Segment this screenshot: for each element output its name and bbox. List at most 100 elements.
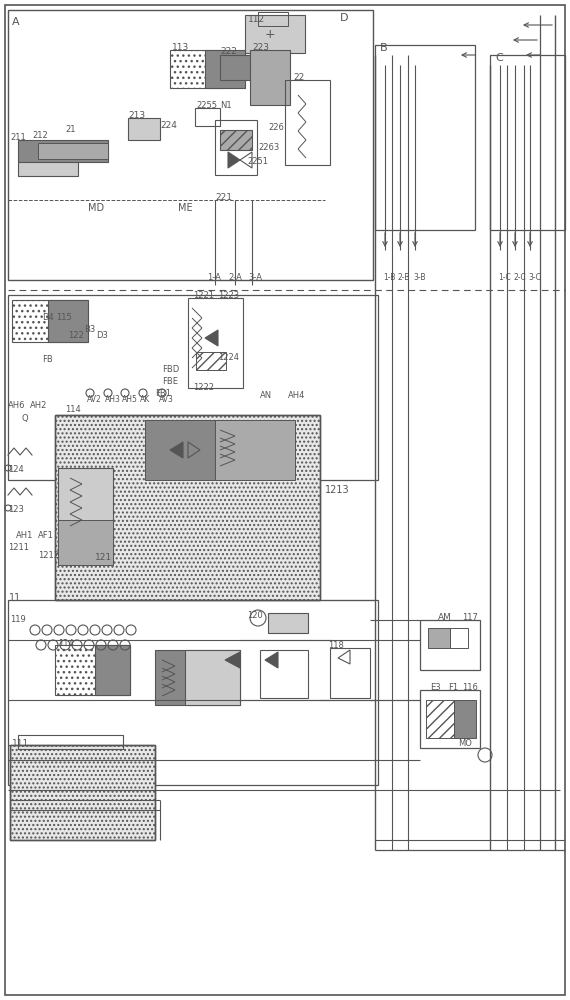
Bar xyxy=(58,520,113,565)
Text: AH2: AH2 xyxy=(30,400,47,410)
Text: 119: 119 xyxy=(10,615,26,624)
Bar xyxy=(10,745,155,840)
Bar xyxy=(8,10,373,280)
Text: 1-A: 1-A xyxy=(207,273,221,282)
Text: ME: ME xyxy=(178,203,193,213)
Text: 120: 120 xyxy=(247,611,263,620)
Bar xyxy=(420,620,480,670)
Text: AV2: AV2 xyxy=(87,395,102,404)
Bar xyxy=(18,140,108,162)
Bar xyxy=(268,613,308,633)
Text: 212: 212 xyxy=(32,130,48,139)
Text: AH1: AH1 xyxy=(16,530,34,540)
Text: 222: 222 xyxy=(220,47,237,56)
Bar xyxy=(426,700,454,738)
Bar xyxy=(8,600,378,785)
Text: 123: 123 xyxy=(8,506,24,514)
Text: AV3: AV3 xyxy=(159,395,174,404)
Text: AH4: AH4 xyxy=(288,390,306,399)
Bar xyxy=(245,15,305,53)
Text: 117: 117 xyxy=(462,613,478,622)
Text: 2-B: 2-B xyxy=(398,273,410,282)
Text: +: + xyxy=(265,28,276,41)
Text: 3-A: 3-A xyxy=(248,273,262,282)
Text: AK: AK xyxy=(140,395,150,404)
Text: B3: B3 xyxy=(84,326,95,334)
Text: 21: 21 xyxy=(65,125,75,134)
Text: 113: 113 xyxy=(172,43,189,52)
Text: AH3: AH3 xyxy=(105,395,121,404)
Text: 118: 118 xyxy=(328,642,344,650)
Bar xyxy=(185,650,240,705)
Text: 1224: 1224 xyxy=(218,354,239,362)
Bar xyxy=(285,80,330,165)
Polygon shape xyxy=(265,652,278,668)
Text: AH5: AH5 xyxy=(122,395,138,404)
Bar xyxy=(220,55,258,80)
Text: 114: 114 xyxy=(65,406,81,414)
Bar xyxy=(128,118,160,140)
Bar xyxy=(18,735,123,749)
Bar xyxy=(55,645,130,695)
Bar xyxy=(58,468,113,563)
Bar xyxy=(205,50,245,88)
Text: 122: 122 xyxy=(68,330,84,340)
Text: 211: 211 xyxy=(10,133,26,142)
Bar xyxy=(8,295,378,480)
Bar xyxy=(38,143,108,159)
Text: FB1: FB1 xyxy=(155,388,171,397)
Bar xyxy=(10,745,155,840)
Polygon shape xyxy=(225,652,240,668)
Text: 224: 224 xyxy=(160,120,177,129)
Text: AF1: AF1 xyxy=(38,530,54,540)
Text: 213: 213 xyxy=(128,110,145,119)
Text: 112: 112 xyxy=(248,15,265,24)
Bar xyxy=(48,300,88,342)
Text: 221: 221 xyxy=(215,194,232,202)
Text: F1: F1 xyxy=(448,684,458,692)
Text: 223: 223 xyxy=(252,43,269,52)
Text: N1: N1 xyxy=(220,102,231,110)
Polygon shape xyxy=(170,442,183,458)
Text: AN: AN xyxy=(260,390,272,399)
Bar xyxy=(18,162,78,176)
Text: C: C xyxy=(495,53,503,63)
Text: 1-C: 1-C xyxy=(498,273,511,282)
Bar xyxy=(330,648,370,698)
Bar xyxy=(95,645,130,695)
Bar xyxy=(215,120,257,175)
Text: 124: 124 xyxy=(8,466,24,475)
Text: E3: E3 xyxy=(430,684,441,692)
Bar xyxy=(215,420,295,480)
Bar xyxy=(188,298,243,388)
Text: 115: 115 xyxy=(56,314,72,322)
Text: FBD: FBD xyxy=(162,365,179,374)
Text: A: A xyxy=(12,17,19,27)
Text: 116: 116 xyxy=(462,684,478,692)
Bar xyxy=(196,352,226,370)
Text: AH6: AH6 xyxy=(8,400,26,410)
Text: 226: 226 xyxy=(268,123,284,132)
Bar xyxy=(258,12,288,26)
Text: 1222: 1222 xyxy=(193,383,214,392)
Bar xyxy=(375,45,475,230)
Bar xyxy=(12,300,87,342)
Text: D4: D4 xyxy=(42,314,54,322)
Text: MO: MO xyxy=(458,738,472,748)
Text: 2251: 2251 xyxy=(247,157,268,166)
Text: 1212: 1212 xyxy=(38,550,59,560)
Text: AM: AM xyxy=(438,613,452,622)
Text: 2255: 2255 xyxy=(196,102,217,110)
Text: B: B xyxy=(380,43,388,53)
Text: D3: D3 xyxy=(96,330,108,340)
Bar xyxy=(55,415,320,600)
Text: D: D xyxy=(340,13,348,23)
Text: FB: FB xyxy=(42,356,53,364)
Bar xyxy=(420,690,480,748)
Text: 22: 22 xyxy=(293,74,304,83)
Bar xyxy=(260,650,308,698)
Bar xyxy=(155,650,240,705)
Text: 3-C: 3-C xyxy=(528,273,541,282)
Text: 121: 121 xyxy=(95,554,112,562)
Text: 1213: 1213 xyxy=(325,485,349,495)
